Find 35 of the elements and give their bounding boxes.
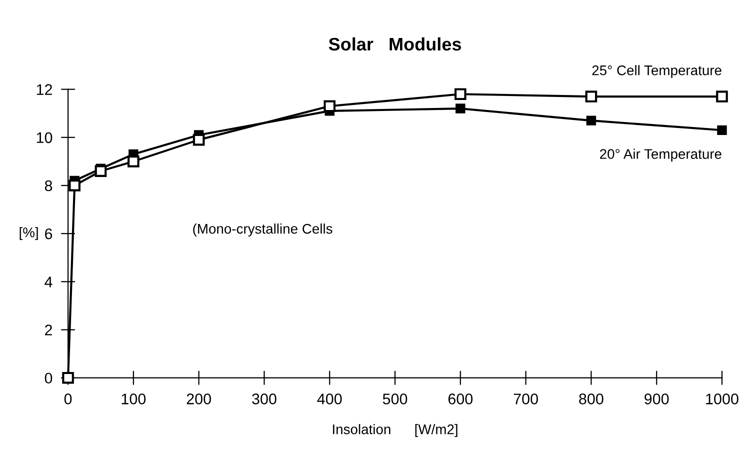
x-tick-label: 0 xyxy=(64,394,72,404)
point xyxy=(456,104,466,114)
y-tick-label: 4 xyxy=(44,276,52,288)
y-tick-label: 0 xyxy=(44,372,52,384)
series-label: 25° Cell Temperature xyxy=(592,65,722,78)
point xyxy=(324,100,336,112)
x-tick-label: 700 xyxy=(514,394,538,404)
y-tick-label: 8 xyxy=(44,180,52,192)
x-tick-label: 900 xyxy=(644,394,669,404)
x-tick-label: 100 xyxy=(122,394,146,404)
x-tick-label: 400 xyxy=(317,394,342,404)
x-tick-label: 1000 xyxy=(706,394,738,404)
point xyxy=(128,156,140,168)
point xyxy=(716,90,728,102)
y-tick-label: 6 xyxy=(45,228,52,240)
x-axis-title: Insolation [W/m2] xyxy=(333,424,458,437)
y-tick-label: 12 xyxy=(36,84,52,95)
x-tick-label: 500 xyxy=(382,394,408,404)
annotation: (Mono-crystalline Cells xyxy=(193,224,332,236)
point xyxy=(586,116,596,126)
x-tick-label: 800 xyxy=(579,394,604,404)
y-tick-label: 2 xyxy=(45,324,52,336)
point xyxy=(585,90,598,102)
x-tick-label: 600 xyxy=(448,394,473,404)
point xyxy=(717,125,727,136)
x-tick-label: 300 xyxy=(252,394,276,404)
y-tick-label: 10 xyxy=(36,132,52,144)
series-label: 20° Air Temperature xyxy=(600,148,722,162)
point xyxy=(94,165,107,177)
x-tick-label: 200 xyxy=(186,394,211,404)
y-axis-title: [%] xyxy=(20,227,38,240)
chart-title: Solar Modules xyxy=(328,37,461,51)
point xyxy=(454,88,466,100)
point xyxy=(192,134,205,146)
point xyxy=(68,180,80,192)
